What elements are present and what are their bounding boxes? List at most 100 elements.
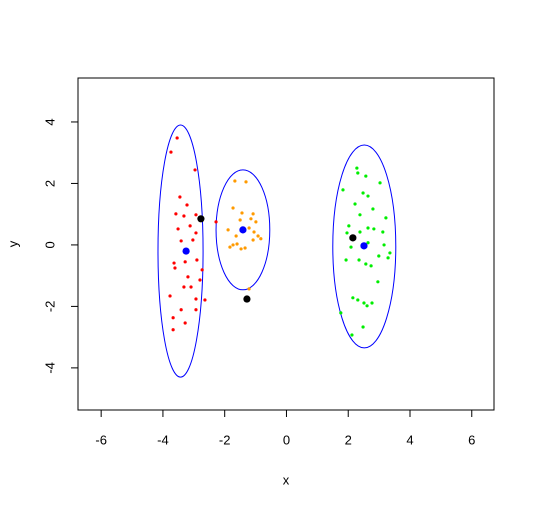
point bbox=[179, 308, 183, 312]
point bbox=[174, 212, 178, 216]
point bbox=[172, 261, 176, 265]
point bbox=[168, 294, 172, 298]
point bbox=[231, 243, 235, 247]
point bbox=[349, 234, 357, 242]
point bbox=[247, 287, 251, 291]
point bbox=[365, 304, 369, 308]
point bbox=[371, 207, 375, 211]
point bbox=[251, 212, 255, 216]
point bbox=[370, 301, 374, 305]
point bbox=[173, 266, 177, 270]
point bbox=[360, 242, 368, 250]
cluster-ellipse bbox=[215, 169, 271, 291]
point bbox=[366, 241, 370, 245]
point bbox=[214, 220, 218, 224]
plot-frame bbox=[77, 77, 495, 411]
point bbox=[234, 234, 238, 238]
point bbox=[183, 260, 187, 264]
point bbox=[384, 216, 388, 220]
point bbox=[361, 191, 365, 195]
point bbox=[356, 298, 360, 302]
point bbox=[378, 181, 382, 185]
point bbox=[226, 228, 230, 232]
point bbox=[249, 217, 253, 221]
x-tick-label: -6 bbox=[95, 432, 107, 447]
point bbox=[254, 220, 258, 224]
point bbox=[361, 325, 365, 329]
x-axis-label: x bbox=[283, 472, 290, 487]
point bbox=[198, 278, 202, 282]
point bbox=[191, 238, 195, 242]
point bbox=[188, 224, 192, 228]
point bbox=[364, 174, 368, 178]
point bbox=[194, 231, 198, 235]
point bbox=[228, 245, 232, 249]
point bbox=[357, 258, 361, 262]
point bbox=[194, 308, 198, 312]
x-tick-label: 0 bbox=[283, 432, 290, 447]
point bbox=[372, 227, 376, 231]
point bbox=[244, 180, 248, 184]
point bbox=[247, 226, 251, 230]
point bbox=[195, 258, 199, 262]
y-tick-label: 2 bbox=[42, 180, 57, 187]
point bbox=[358, 213, 362, 217]
point bbox=[203, 298, 207, 302]
point bbox=[178, 195, 182, 199]
point bbox=[353, 202, 357, 206]
point bbox=[259, 237, 263, 241]
point bbox=[256, 234, 260, 238]
point bbox=[193, 168, 197, 172]
point bbox=[194, 213, 198, 217]
x-tick-label: 6 bbox=[468, 432, 475, 447]
point bbox=[169, 150, 173, 154]
y-axis-label: y bbox=[5, 240, 20, 247]
point bbox=[251, 238, 255, 242]
point bbox=[347, 224, 351, 228]
y-tick-label: -4 bbox=[42, 362, 57, 374]
point bbox=[356, 171, 360, 175]
point bbox=[240, 211, 244, 215]
point bbox=[171, 328, 175, 332]
y-tick-label: -2 bbox=[42, 301, 57, 313]
point bbox=[377, 254, 381, 258]
point bbox=[243, 295, 251, 303]
point bbox=[386, 256, 390, 260]
point bbox=[345, 231, 349, 235]
point bbox=[369, 264, 373, 268]
point bbox=[351, 296, 355, 300]
point bbox=[366, 226, 370, 230]
point bbox=[194, 297, 198, 301]
point bbox=[171, 316, 175, 320]
y-tick-label: 0 bbox=[42, 241, 57, 248]
cluster-ellipse bbox=[157, 124, 204, 378]
point bbox=[362, 301, 366, 305]
point bbox=[185, 203, 189, 207]
point bbox=[239, 226, 247, 234]
point bbox=[235, 242, 239, 246]
x-tick-label: -4 bbox=[157, 432, 169, 447]
point bbox=[182, 285, 186, 289]
point bbox=[364, 262, 368, 266]
point bbox=[344, 258, 348, 262]
point bbox=[341, 188, 345, 192]
point bbox=[366, 194, 370, 198]
point bbox=[231, 206, 235, 210]
point bbox=[200, 268, 204, 272]
x-tick-label: 4 bbox=[406, 432, 413, 447]
point bbox=[382, 243, 386, 247]
point bbox=[381, 230, 385, 234]
point bbox=[355, 166, 359, 170]
point bbox=[176, 227, 180, 231]
point bbox=[175, 136, 179, 140]
point bbox=[243, 246, 247, 250]
point bbox=[186, 275, 190, 279]
point bbox=[238, 218, 242, 222]
y-tick-label: 4 bbox=[42, 118, 57, 125]
point bbox=[350, 333, 354, 337]
point bbox=[183, 321, 187, 325]
cluster-ellipse bbox=[332, 144, 397, 349]
x-tick-label: 2 bbox=[345, 432, 352, 447]
x-tick-label: -2 bbox=[219, 432, 231, 447]
point bbox=[239, 247, 243, 251]
